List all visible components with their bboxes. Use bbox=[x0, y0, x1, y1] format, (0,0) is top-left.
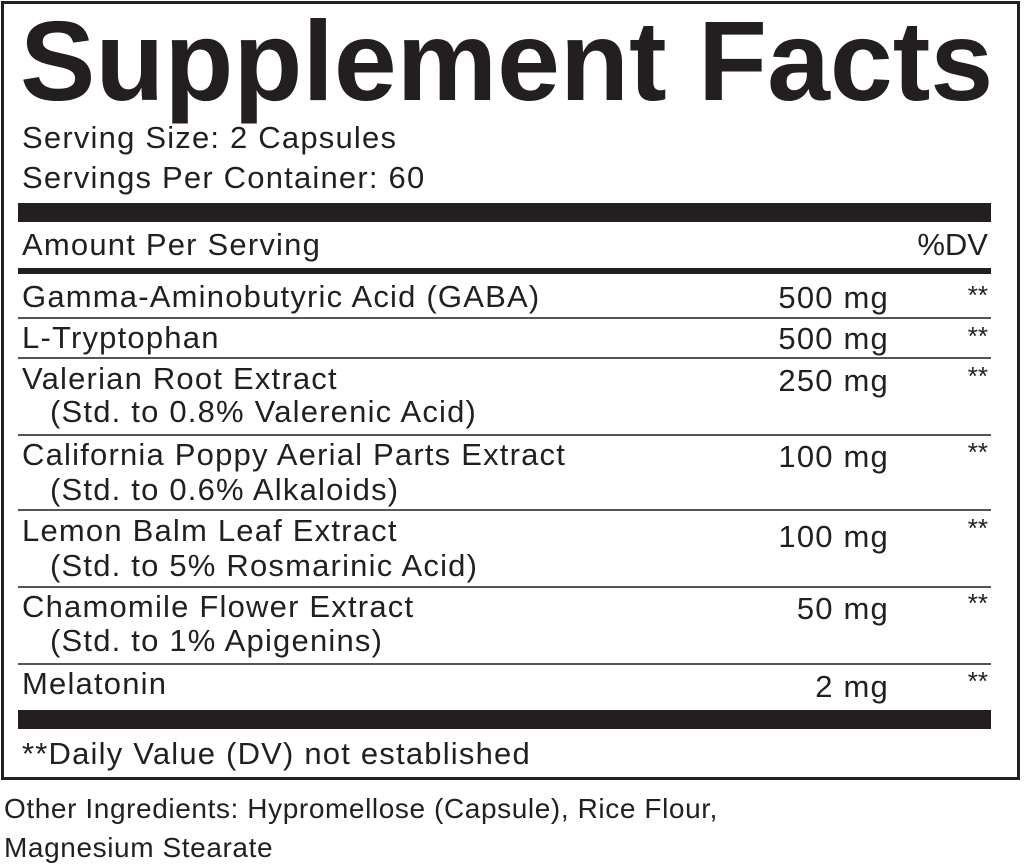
ingredient-standardization: (Std. to 1% Apigenins) bbox=[50, 623, 384, 658]
ingredient-dv: ** bbox=[967, 513, 988, 543]
servings-per-container: Servings Per Container: 60 bbox=[22, 160, 426, 195]
ingredient-standardization: (Std. to 5% Rosmarinic Acid) bbox=[50, 548, 479, 583]
ingredient-dv: ** bbox=[967, 321, 988, 351]
facts-panel-border bbox=[1, 1, 1020, 780]
ingredient-amount: 500 mg bbox=[778, 280, 889, 315]
ingredient-amount: 250 mg bbox=[778, 363, 889, 398]
ingredient-name: Lemon Balm Leaf Extract bbox=[22, 513, 398, 548]
thick-divider bbox=[18, 203, 991, 222]
ingredient-amount: 100 mg bbox=[778, 439, 889, 474]
ingredient-name: California Poppy Aerial Parts Extract bbox=[22, 437, 567, 472]
ingredient-amount: 50 mg bbox=[796, 591, 889, 626]
ingredient-dv: ** bbox=[967, 437, 988, 467]
ingredient-name: Gamma-Aminobutyric Acid (GABA) bbox=[22, 279, 541, 314]
ingredient-amount: 100 mg bbox=[778, 519, 889, 554]
row-divider bbox=[18, 434, 991, 436]
ingredient-dv: ** bbox=[967, 361, 988, 391]
ingredient-name: Chamomile Flower Extract bbox=[22, 589, 415, 624]
medium-divider bbox=[18, 268, 991, 274]
row-divider bbox=[18, 509, 991, 511]
dv-header: %DV bbox=[917, 227, 988, 262]
ingredient-dv: ** bbox=[967, 588, 988, 618]
ingredient-standardization: (Std. to 0.8% Valerenic Acid) bbox=[50, 394, 478, 429]
panel-title: Supplement Facts bbox=[20, 0, 994, 124]
footnote: **Daily Value (DV) not established bbox=[22, 736, 531, 771]
ingredient-name: Valerian Root Extract bbox=[22, 361, 338, 396]
ingredient-dv: ** bbox=[967, 280, 988, 310]
row-divider bbox=[18, 663, 991, 665]
row-divider bbox=[18, 586, 991, 588]
ingredient-standardization: (Std. to 0.6% Alkaloids) bbox=[50, 472, 400, 507]
ingredient-name: L-Tryptophan bbox=[22, 320, 220, 355]
row-divider bbox=[18, 357, 991, 359]
amount-per-serving-header: Amount Per Serving bbox=[22, 227, 322, 262]
ingredient-dv: ** bbox=[967, 666, 988, 696]
other-ingredients-line-2: Magnesium Stearate bbox=[4, 832, 274, 863]
other-ingredients-line-1: Other Ingredients: Hypromellose (Capsule… bbox=[4, 793, 719, 824]
thick-divider bbox=[18, 710, 991, 729]
ingredient-name: Melatonin bbox=[22, 666, 168, 701]
ingredient-amount: 2 mg bbox=[815, 669, 889, 704]
ingredient-amount: 500 mg bbox=[778, 321, 889, 356]
serving-size: Serving Size: 2 Capsules bbox=[22, 120, 398, 155]
row-divider bbox=[18, 317, 991, 319]
